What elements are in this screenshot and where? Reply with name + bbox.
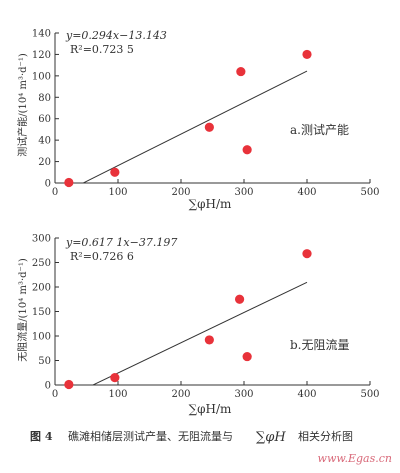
panel-a-equation: y=0.294x−13.143 bbox=[65, 29, 167, 42]
panel-a-x-tick-label: 0 bbox=[52, 187, 58, 198]
panel-b-r2: R²=0.726 6 bbox=[70, 250, 134, 263]
caption-text-after: 相关分析图 bbox=[298, 429, 353, 443]
panel-a-x-tick-label: 500 bbox=[360, 187, 379, 198]
panel-b-data-point bbox=[234, 294, 245, 304]
panel-b-x-tick-label: 500 bbox=[360, 389, 379, 400]
panel-b-ylabel: 无阻流量/(10⁴ m³·d⁻¹) bbox=[16, 258, 29, 362]
panel-a: y=0.294x−13.143 R²=0.723 5 a.测试产能 测试产能/(… bbox=[16, 29, 349, 211]
panel-b-x-tick-label: 200 bbox=[171, 389, 190, 400]
panel-b-trendline bbox=[92, 281, 308, 386]
panel-a-x-tick-label: 100 bbox=[108, 187, 127, 198]
caption-text-before: 礁滩相储层测试产量、无阻流量与 bbox=[68, 429, 233, 443]
panel-b-y-tick-label: 300 bbox=[32, 234, 51, 245]
panel-b: y=0.617 1x−37.197 R²=0.726 6 b.无阻流量 无阻流量… bbox=[16, 236, 350, 416]
watermark-text: www.Egas.cn bbox=[318, 452, 392, 465]
panel-b-x-tick-label: 0 bbox=[52, 389, 58, 400]
panel-a-y-tick-label: 60 bbox=[38, 114, 51, 125]
caption-fig-number: 图 4 bbox=[30, 430, 53, 443]
panel-b-data-point bbox=[242, 351, 252, 362]
panel-a-r2: R²=0.723 5 bbox=[70, 43, 134, 56]
panel-a-ylabel: 测试产能/(10⁴ m³·d⁻¹) bbox=[16, 53, 29, 157]
panel-b-label: b.无阻流量 bbox=[290, 338, 350, 352]
panel-b-x-tick-label: 100 bbox=[108, 389, 127, 400]
panel-b-data-point bbox=[204, 335, 214, 345]
panel-a-x-tick-label: 300 bbox=[234, 187, 253, 198]
panel-a-x-tick-label: 200 bbox=[171, 187, 190, 198]
panel-a-data-point bbox=[302, 49, 312, 60]
panel-b-y-tick-label: 100 bbox=[32, 332, 51, 343]
panel-b-y-tick-label: 200 bbox=[32, 283, 51, 294]
panel-b-y-tick-label: 50 bbox=[38, 356, 51, 367]
panel-b-equation: y=0.617 1x−37.197 bbox=[65, 236, 177, 249]
panel-b-xlabel: ∑φH/m bbox=[189, 402, 232, 416]
panel-b-x-tick-label: 400 bbox=[297, 389, 316, 400]
panel-b-x-tick-label: 300 bbox=[234, 389, 253, 400]
caption: 图 4 礁滩相储层测试产量、无阻流量与 ∑φH 相关分析图 bbox=[30, 429, 353, 445]
panel-b-data-point bbox=[302, 249, 312, 259]
panel-a-xlabel: ∑φH/m bbox=[189, 197, 232, 211]
panel-a-x-tick-label: 400 bbox=[297, 187, 316, 198]
panel-a-data-point bbox=[64, 177, 74, 188]
panel-a-data-point bbox=[242, 145, 252, 155]
caption-symbol: ∑φH bbox=[256, 430, 286, 445]
panel-a-y-tick-label: 100 bbox=[32, 71, 51, 82]
panel-b-data-point bbox=[110, 373, 120, 383]
panel-a-data-point bbox=[204, 122, 214, 132]
panel-a-data-point bbox=[236, 66, 246, 77]
panel-b-y-tick-label: 0 bbox=[45, 381, 51, 392]
panel-b-y-tick-label: 150 bbox=[32, 307, 51, 318]
panel-a-y-tick-label: 0 bbox=[45, 179, 51, 190]
panel-b-data-point bbox=[64, 379, 74, 390]
panel-a-label: a.测试产能 bbox=[290, 122, 349, 137]
panel-b-y-tick-label: 250 bbox=[32, 258, 51, 269]
panel-a-trendline bbox=[83, 70, 308, 184]
panel-a-y-tick-label: 20 bbox=[38, 157, 51, 168]
panel-a-data-point bbox=[110, 167, 120, 177]
panel-a-y-tick-label: 140 bbox=[32, 29, 51, 40]
panel-a-y-tick-label: 120 bbox=[32, 50, 51, 61]
panel-a-y-tick-label: 80 bbox=[38, 93, 51, 104]
panel-a-y-tick-label: 40 bbox=[38, 136, 51, 147]
